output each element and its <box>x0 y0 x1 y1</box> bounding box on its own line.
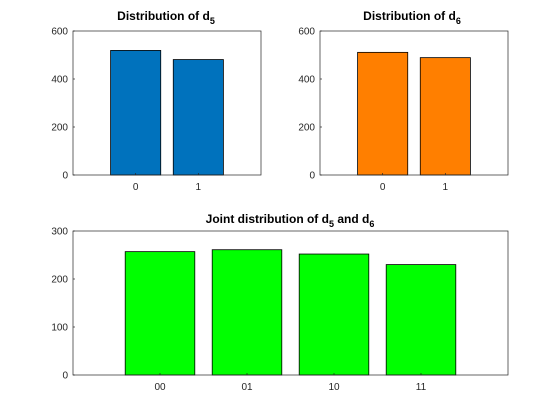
panel-title-d6-subscript: 6 <box>456 16 461 26</box>
y-tick-label: 100 <box>51 323 68 334</box>
bar-1 <box>172 59 224 176</box>
panel-title-joint-subscript-1: 5 <box>329 219 334 229</box>
panel-title-joint-subscript-2: 6 <box>369 219 374 229</box>
axes-box-d6 <box>319 30 509 176</box>
x-tick-label: 11 <box>416 382 427 393</box>
y-tick-label: 0 <box>309 171 315 182</box>
y-tick-label: 600 <box>51 27 68 38</box>
y-tick-label: 200 <box>51 275 68 286</box>
x-tick-label: 0 <box>133 182 139 193</box>
panel-title-joint: Joint distribution of d5 and d6 <box>206 212 375 229</box>
panel-title-d5: Distribution of d5 <box>117 9 215 26</box>
bar-11 <box>385 264 457 376</box>
y-tick-label: 0 <box>62 371 68 382</box>
y-tick-label: 200 <box>298 123 315 134</box>
y-tick-label: 400 <box>51 75 68 86</box>
panel-title-d5-subscript: 5 <box>210 16 215 26</box>
x-tick-label: 0 <box>380 182 386 193</box>
x-tick-label: 1 <box>443 182 449 193</box>
bar-00 <box>124 251 196 376</box>
panel-title-d6: Distribution of d6 <box>363 9 461 26</box>
y-tick-label: 300 <box>51 227 68 238</box>
x-tick-label: 10 <box>328 382 340 393</box>
plot-area-d5 <box>73 31 261 175</box>
bar-10 <box>298 253 370 376</box>
plot-area-d6 <box>320 31 508 175</box>
axes-box-d5 <box>72 30 262 176</box>
panel-distribution-d5: Distribution of d5 0 1 0 200 400 600 <box>51 9 262 193</box>
y-tick-label: 0 <box>62 171 68 182</box>
panel-distribution-d6: Distribution of d6 0 1 0 200 400 600 <box>298 9 509 193</box>
axes-box-joint <box>72 230 509 376</box>
y-tick-label: 600 <box>298 27 315 38</box>
x-tick-label: 00 <box>154 382 166 393</box>
bar-0 <box>110 50 162 176</box>
x-tick-label: 1 <box>196 182 202 193</box>
y-tick-label: 200 <box>51 123 68 134</box>
bar-01 <box>211 249 283 376</box>
bar-0 <box>357 51 409 176</box>
panel-joint-distribution: Joint distribution of d5 and d6 00 01 10 11… <box>51 212 509 393</box>
bar-1 <box>419 57 471 176</box>
x-tick-label: 01 <box>241 382 253 393</box>
y-tick-label: 400 <box>298 75 315 86</box>
